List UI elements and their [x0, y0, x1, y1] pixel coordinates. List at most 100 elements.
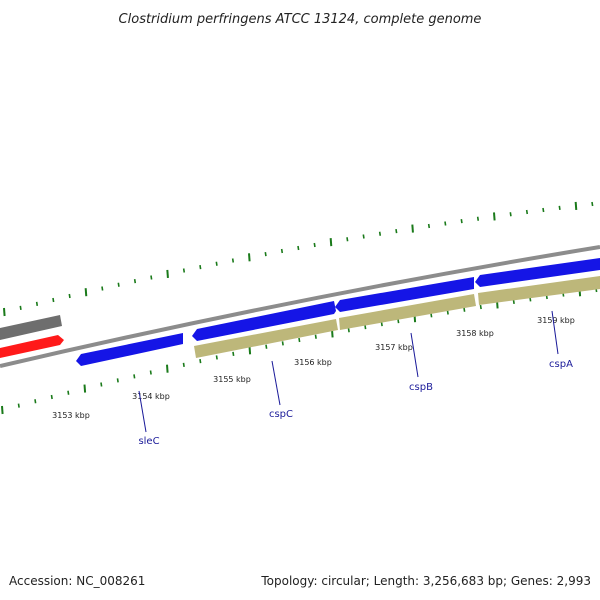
minor-tick — [313, 242, 316, 248]
gene-arrow-cspa[interactable] — [475, 258, 600, 287]
reverse-gene-arrow[interactable] — [194, 319, 338, 358]
label-leader-line — [551, 310, 559, 355]
major-tick — [1, 405, 4, 415]
map-title: Clostridium perfringens ATCC 13124, comp… — [119, 12, 482, 27]
minor-tick — [444, 221, 447, 226]
minor-tick — [297, 245, 300, 251]
outer-tick-ring — [3, 201, 594, 317]
minor-tick — [133, 374, 136, 379]
major-tick — [84, 288, 88, 297]
minor-tick — [101, 286, 104, 291]
label-leader-line — [271, 360, 281, 406]
minor-tick — [281, 341, 284, 346]
minor-tick — [182, 268, 186, 273]
minor-tick — [199, 264, 202, 270]
minor-tick — [116, 378, 119, 383]
label-leader-line — [138, 390, 147, 433]
gene-label-text: sleC — [138, 436, 159, 447]
minor-tick — [512, 299, 515, 305]
minor-tick — [427, 223, 431, 229]
minor-tick — [395, 228, 398, 234]
minor-tick — [460, 218, 463, 224]
minor-tick — [199, 358, 202, 364]
minor-tick — [591, 201, 594, 207]
minor-tick — [19, 305, 22, 311]
minor-tick — [347, 328, 350, 333]
minor-tick — [430, 313, 433, 318]
major-tick — [166, 269, 169, 279]
inner-tick-ring — [1, 287, 598, 415]
minor-tick — [476, 216, 480, 221]
tick-label: 3155 kbp — [213, 375, 251, 384]
minor-tick — [149, 370, 152, 375]
minor-tick — [35, 301, 39, 307]
reverse-gene-arrow[interactable] — [339, 294, 476, 330]
minor-tick — [446, 310, 449, 315]
minor-tick — [215, 355, 218, 360]
tick-label: 3158 kbp — [456, 329, 494, 338]
minor-tick — [52, 297, 55, 303]
minor-tick — [68, 293, 71, 299]
minor-tick — [182, 362, 185, 367]
reverse-gene-arrow[interactable] — [478, 276, 600, 305]
label-leader-line — [410, 332, 419, 378]
minor-tick — [380, 321, 383, 327]
minor-tick — [50, 394, 53, 400]
minor-tick — [525, 209, 529, 215]
gene-arrow-slec[interactable] — [76, 333, 183, 366]
minor-tick — [397, 318, 400, 324]
gene-label-text: cspB — [409, 382, 433, 393]
minor-tick — [463, 307, 466, 312]
minor-tick — [364, 325, 367, 330]
minor-tick — [67, 390, 70, 395]
grey-gene-arrow[interactable] — [0, 315, 62, 340]
minor-tick — [100, 382, 103, 387]
gene-label-cspa[interactable]: cspA — [549, 310, 573, 370]
minor-tick — [558, 205, 561, 211]
major-tick — [411, 224, 414, 233]
minor-tick — [264, 252, 267, 257]
minor-tick — [150, 275, 153, 280]
major-tick — [329, 238, 333, 247]
minor-tick — [509, 212, 512, 217]
minor-tick — [378, 231, 382, 236]
minor-tick — [17, 403, 20, 408]
major-tick — [3, 307, 6, 317]
accession-text: Accession: NC_008261 — [9, 574, 145, 588]
gene-label-text: cspA — [549, 359, 573, 370]
tick-label: 3156 kbp — [294, 358, 332, 367]
minor-tick — [346, 237, 349, 242]
minor-tick — [265, 344, 268, 349]
minor-tick — [232, 351, 235, 356]
minor-tick — [362, 234, 365, 239]
red-gene-arrow[interactable] — [0, 335, 64, 358]
minor-tick — [215, 261, 218, 266]
minor-tick — [314, 334, 317, 339]
gene-label-cspc[interactable]: cspC — [269, 360, 293, 420]
major-tick — [83, 384, 87, 393]
gene-label-cspb[interactable]: cspB — [409, 332, 433, 393]
tick-label: 3157 kbp — [375, 343, 413, 352]
gene-label-text: cspC — [269, 409, 293, 420]
minor-tick — [231, 258, 235, 263]
minor-tick — [479, 304, 482, 310]
major-tick — [248, 253, 251, 262]
tick-label: 3159 kbp — [537, 316, 575, 325]
tick-label: 3154 kbp — [132, 392, 170, 401]
minor-tick — [280, 248, 284, 254]
genome-summary-text: Topology: circular; Length: 3,256,683 bp… — [260, 574, 591, 588]
genome-backbone — [0, 245, 600, 368]
minor-tick — [542, 207, 545, 213]
gene-arrow-cspc[interactable] — [192, 301, 336, 341]
major-tick — [493, 212, 496, 221]
minor-tick — [133, 278, 137, 284]
major-tick — [574, 201, 578, 210]
gene-arrow-cspb[interactable] — [335, 277, 474, 312]
minor-tick — [298, 337, 301, 343]
tick-label: 3153 kbp — [52, 411, 90, 420]
minor-tick — [34, 399, 37, 404]
gene-label-slec[interactable]: sleC — [138, 390, 160, 447]
major-tick — [166, 364, 169, 373]
minor-tick — [117, 282, 120, 287]
